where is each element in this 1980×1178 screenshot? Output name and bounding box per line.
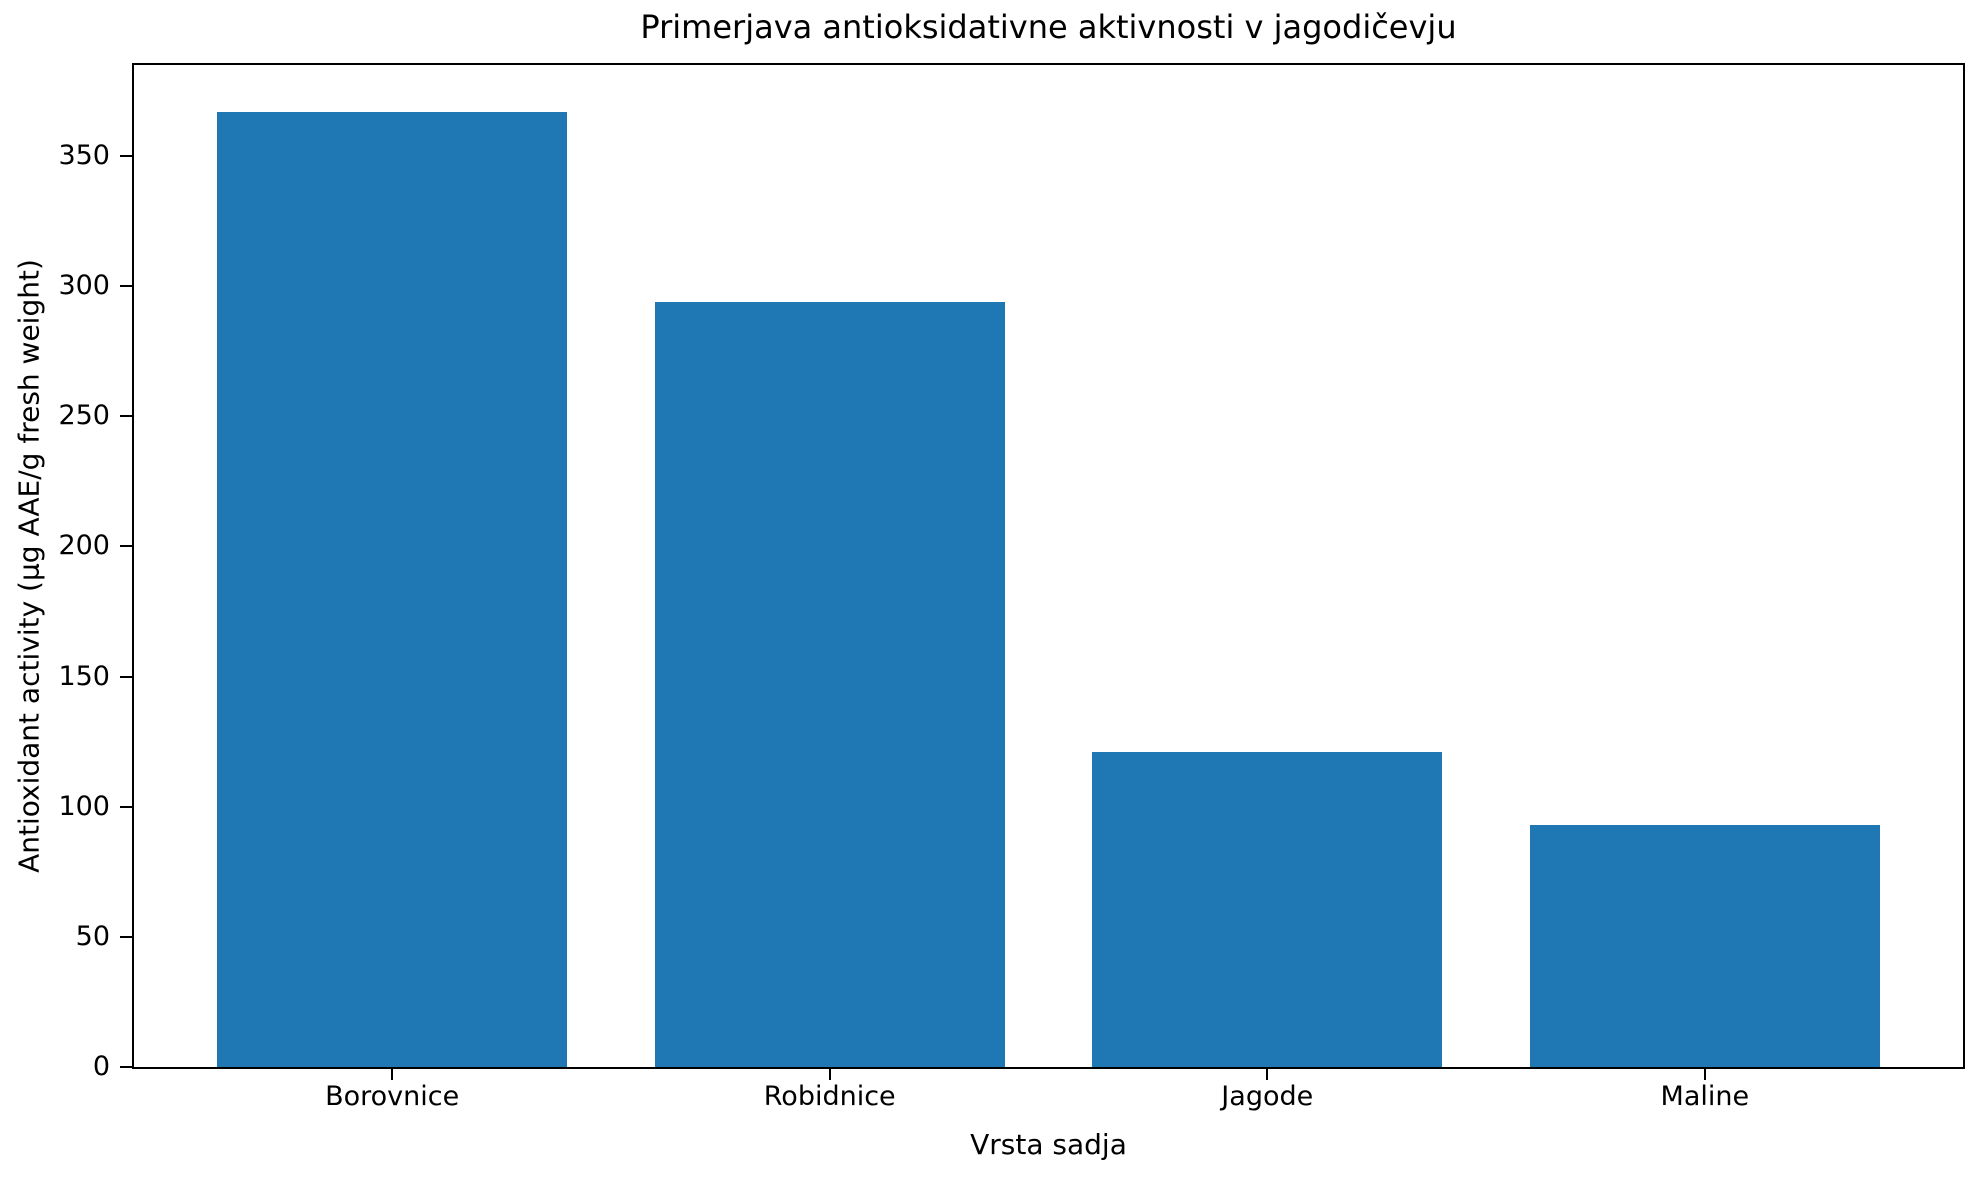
x-tick-mark-robidnice: [828, 1069, 831, 1080]
y-tick-mark-50: [120, 935, 132, 938]
y-tick-label-50: 50: [75, 920, 110, 952]
y-tick-label-250: 250: [58, 400, 110, 432]
y-tick-mark-350: [120, 155, 132, 158]
y-tick-mark-250: [120, 415, 132, 418]
y-tick-label-200: 200: [58, 530, 110, 562]
y-tick-mark-300: [120, 285, 132, 288]
x-tick-label-jagode: Jagode: [1221, 1081, 1314, 1112]
y-tick-mark-200: [120, 545, 132, 548]
bar-robidnice: [654, 301, 1005, 1067]
y-tick-mark-0: [120, 1066, 132, 1068]
y-tick-mark-100: [120, 805, 132, 808]
x-tick-label-robidnice: Robidnice: [763, 1081, 896, 1112]
x-axis-label: Vrsta sadja: [970, 1128, 1127, 1161]
x-tick-mark-jagode: [1266, 1069, 1269, 1080]
x-tick-mark-borovnice: [391, 1069, 394, 1080]
x-tick-mark-maline: [1703, 1069, 1706, 1080]
bar-jagode: [1092, 752, 1443, 1067]
y-tick-mark-150: [120, 675, 132, 678]
bar-borovnice: [217, 111, 568, 1067]
y-tick-label-0: 0: [92, 1051, 110, 1082]
y-tick-label-150: 150: [58, 660, 110, 692]
y-tick-label-100: 100: [58, 790, 110, 822]
y-tick-label-350: 350: [58, 140, 110, 172]
x-tick-label-borovnice: Borovnice: [325, 1081, 460, 1112]
chart-title: Primerjava antioksidativne aktivnosti v …: [640, 8, 1457, 46]
x-tick-label-maline: Maline: [1660, 1081, 1750, 1112]
y-tick-label-300: 300: [58, 270, 110, 302]
plot-area: [132, 63, 1965, 1069]
y-axis-label: Antioxidant activity (µg AAE/g fresh wei…: [12, 259, 46, 873]
bar-maline: [1529, 824, 1880, 1067]
